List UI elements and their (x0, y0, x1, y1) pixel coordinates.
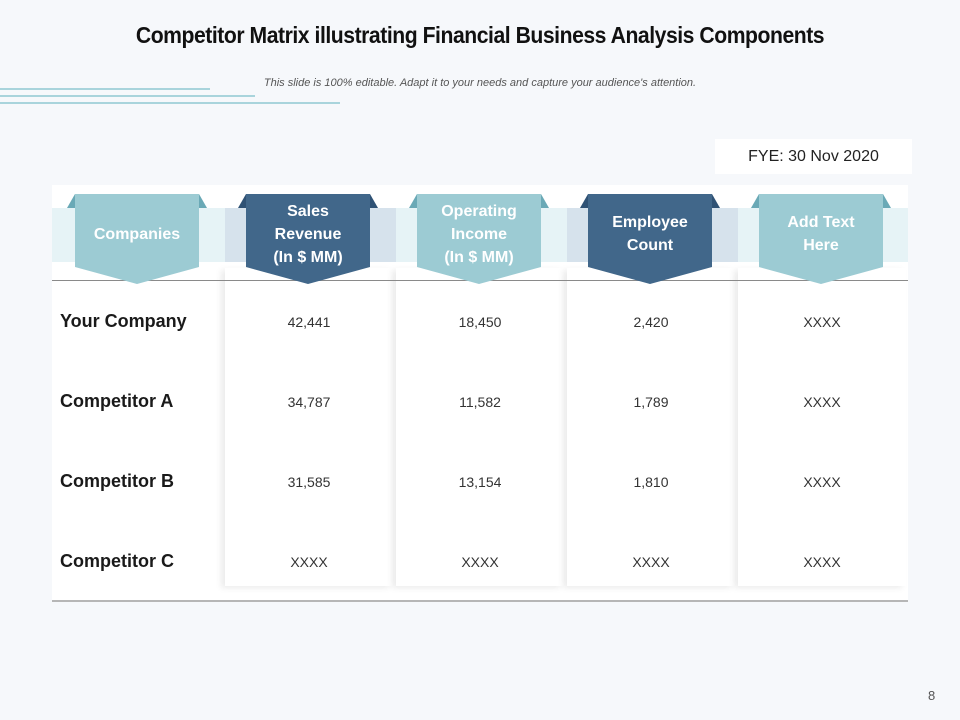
page-number: 8 (928, 688, 936, 703)
header-ribbon (759, 194, 883, 284)
header-fold-left (751, 194, 759, 208)
row-label: Your Company (60, 311, 187, 331)
table-cell: XXXX (803, 394, 841, 410)
table-cell: 18,450 (458, 314, 502, 330)
column-header-3: Operating Income (In $ MM) (409, 194, 549, 286)
column-header-shape (751, 194, 891, 284)
header-fold-left (409, 194, 417, 208)
column-header-label: Sales Revenue (In $ MM) (273, 202, 343, 266)
table-cell: XXXX (290, 554, 328, 570)
table-cell: 42,441 (287, 314, 331, 330)
slide-subtitle: This slide is 100% editable. Adapt it to… (263, 77, 697, 89)
table-cell: 13,154 (458, 474, 502, 490)
decorative-line-3 (0, 102, 340, 104)
column-card-4 (738, 268, 906, 586)
table-cell: XXXX (803, 554, 841, 570)
header-fold-right (370, 194, 378, 208)
table-cell: 1,810 (633, 474, 669, 490)
header-fold-left (67, 194, 75, 208)
column-header-5: Add Text Here (751, 194, 891, 286)
header-ribbon (246, 194, 370, 284)
decorative-line-2 (0, 95, 255, 97)
table-cell: 1,789 (633, 394, 669, 410)
row-label: Competitor A (60, 391, 174, 411)
column-header-shape (67, 194, 207, 284)
column-header-shape (409, 194, 549, 284)
table-cell: 11,582 (459, 394, 501, 410)
row-label: Competitor B (60, 471, 174, 491)
header-fold-right (883, 194, 891, 208)
header-fold-right (199, 194, 207, 208)
column-header-shape (238, 194, 378, 284)
fye-box: FYE: 30 Nov 2020 (715, 139, 912, 174)
table-bottom-border (52, 600, 908, 602)
column-header-label: Companies (93, 225, 181, 243)
row-label: Competitor C (60, 551, 174, 571)
header-fold-left (580, 194, 588, 208)
column-header-2: Sales Revenue (In $ MM) (238, 194, 378, 286)
column-header-label: Add Text Here (787, 214, 855, 254)
header-ribbon (588, 194, 712, 284)
table-cell: 34,787 (287, 394, 331, 410)
header-fold-right (541, 194, 549, 208)
header-ribbon (75, 194, 199, 284)
column-header-shape (580, 194, 720, 284)
slide-title: Competitor Matrix illustrating Financial… (135, 22, 825, 48)
decorative-line-1 (0, 88, 210, 90)
column-header-label: Employee Count (612, 214, 688, 254)
column-header-4: Employee Count (580, 194, 720, 286)
header-ribbon (417, 194, 541, 284)
header-fold-left (238, 194, 246, 208)
table-cell: XXXX (803, 474, 841, 490)
table-cell: XXXX (461, 554, 499, 570)
column-card-1 (225, 268, 393, 586)
table-cell: XXXX (632, 554, 670, 570)
header-fold-right (712, 194, 720, 208)
table-cell: XXXX (803, 314, 841, 330)
column-header-label: Operating Income (In $ MM) (441, 202, 517, 266)
column-card-2 (396, 268, 564, 586)
table-cell: 2,420 (633, 314, 669, 330)
column-card-3 (567, 268, 735, 586)
column-header-1: Companies (67, 194, 207, 286)
table-cell: 31,585 (287, 474, 331, 490)
